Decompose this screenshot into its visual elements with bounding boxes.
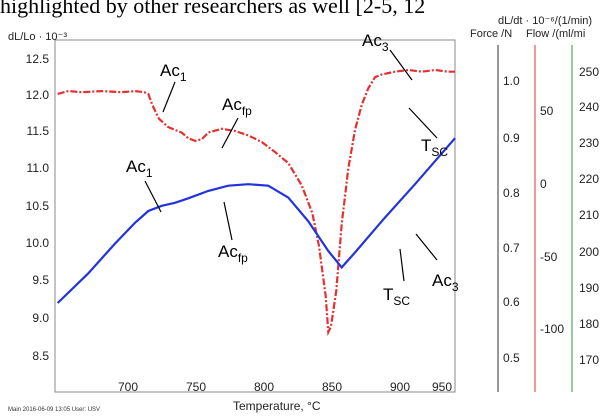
dldt-tick-label: 0.7 <box>503 241 520 255</box>
right-axis-dldt-title: dL/dt · 10⁻⁶/(1/min) <box>498 15 592 27</box>
annotation-sub: 1 <box>146 166 153 180</box>
dldt-tick-label: 0.8 <box>503 186 520 200</box>
left-tick-label: 12.5 <box>26 52 50 66</box>
left-tick-label: 11.5 <box>27 124 50 138</box>
caption-text: highlighted by other researchers as well… <box>0 0 426 18</box>
dldt-tick-label: 0.9 <box>503 131 520 145</box>
x-tick-label: 700 <box>118 380 138 394</box>
arrow-acfp-upper <box>221 117 239 149</box>
annotation-sub: 3 <box>452 280 459 294</box>
right-ticks-flow: 250 240 230 220 210 200 190 180 170 <box>579 65 599 367</box>
arrow-tsc-upper <box>408 107 438 139</box>
flow-tick-label: 200 <box>579 245 599 259</box>
right-axis-force-title: Force /N <box>470 28 512 40</box>
annotation-acfp-upper: Acfp <box>222 95 252 118</box>
annotation-main: Ac <box>222 95 242 114</box>
flow-tick-label: 240 <box>579 100 599 114</box>
left-tick-label: 8.5 <box>32 349 49 363</box>
left-ticks: 12.5 12.0 11.5 11.0 10.5 10.0 9.5 9.0 8.… <box>26 52 50 363</box>
annotation-main: Ac <box>432 271 452 290</box>
annotation-sub: fp <box>238 251 248 265</box>
annotation-tsc-upper: TSC <box>421 136 448 159</box>
flow-tick-label: 180 <box>579 317 599 331</box>
annotation-ac3-upper: Ac3 <box>362 31 389 54</box>
force-tick-label: 0 <box>540 177 547 191</box>
annotation-main: T <box>383 285 393 304</box>
dldt-tick-label: 0.6 <box>503 295 520 309</box>
left-tick-label: 10.0 <box>26 236 50 250</box>
series-dl-line <box>56 137 456 304</box>
flow-tick-label: 220 <box>579 172 599 186</box>
annotation-ac3-lower: Ac3 <box>432 271 459 294</box>
x-ticks: 700 750 800 850 900 950 <box>118 380 452 394</box>
plot-frame <box>54 39 456 393</box>
arrow-acfp-lower <box>223 201 233 241</box>
footer-info: Main 2016-06-09 13:05 User: USV <box>8 407 100 413</box>
arrow-tsc-lower <box>399 248 405 282</box>
left-tick-label: 10.5 <box>26 199 50 213</box>
left-tick-label: 11.0 <box>27 161 50 175</box>
annotation-acfp-lower: Acfp <box>218 242 248 265</box>
flow-tick-label: 230 <box>579 136 599 150</box>
x-tick-label: 750 <box>186 380 206 394</box>
dldt-tick-label: 0.5 <box>503 351 520 365</box>
arrow-ac1-upper <box>162 81 176 113</box>
annotation-sub: 1 <box>180 70 187 84</box>
annotation-main: T <box>421 136 431 155</box>
left-tick-label: 12.0 <box>26 88 50 102</box>
left-axis-title: dL/Lo · 10⁻³ <box>8 31 67 43</box>
arrow-ac1-lower <box>144 180 162 213</box>
x-tick-label: 950 <box>432 380 452 394</box>
force-tick-label: -100 <box>540 322 564 336</box>
left-tick-label: 9.5 <box>32 273 49 287</box>
right-axis-flow-title: Flow /(ml/mi <box>526 28 585 40</box>
annotation-main: Ac <box>160 61 180 80</box>
flow-tick-label: 250 <box>579 65 599 79</box>
right-ticks-force: 50 0 -50 -100 <box>540 104 564 336</box>
series-dldt-line <box>57 68 455 337</box>
annotation-sub: 3 <box>382 40 389 54</box>
x-tick-label: 850 <box>322 380 342 394</box>
flow-tick-label: 190 <box>579 281 599 295</box>
annotation-tsc-lower: TSC <box>383 285 410 308</box>
annotation-main: Ac <box>126 157 146 176</box>
force-tick-label: 50 <box>540 104 554 118</box>
annotation-ac1-lower: Ac1 <box>126 157 153 180</box>
flow-tick-label: 210 <box>579 208 599 222</box>
arrow-ac3-upper <box>389 49 413 81</box>
annotation-ac1-upper: Ac1 <box>160 61 187 84</box>
annotation-sub: SC <box>393 294 410 308</box>
arrow-ac3-lower <box>415 233 438 261</box>
right-ticks-dldt: 1.0 0.9 0.8 0.7 0.6 0.5 <box>503 74 520 365</box>
dldt-tick-label: 1.0 <box>503 74 520 88</box>
annotation-main: Ac <box>218 242 238 261</box>
force-tick-label: -50 <box>540 250 558 264</box>
annotation-sub: SC <box>431 145 448 159</box>
annotation-main: Ac <box>362 31 382 50</box>
annotation-arrows <box>144 49 438 282</box>
annotation-sub: fp <box>242 104 252 118</box>
flow-tick-label: 170 <box>579 353 599 367</box>
left-tick-label: 9.0 <box>32 311 49 325</box>
x-tick-label: 900 <box>390 380 410 394</box>
x-axis-title: Temperature, °C <box>233 399 321 413</box>
x-tick-label: 800 <box>254 380 274 394</box>
